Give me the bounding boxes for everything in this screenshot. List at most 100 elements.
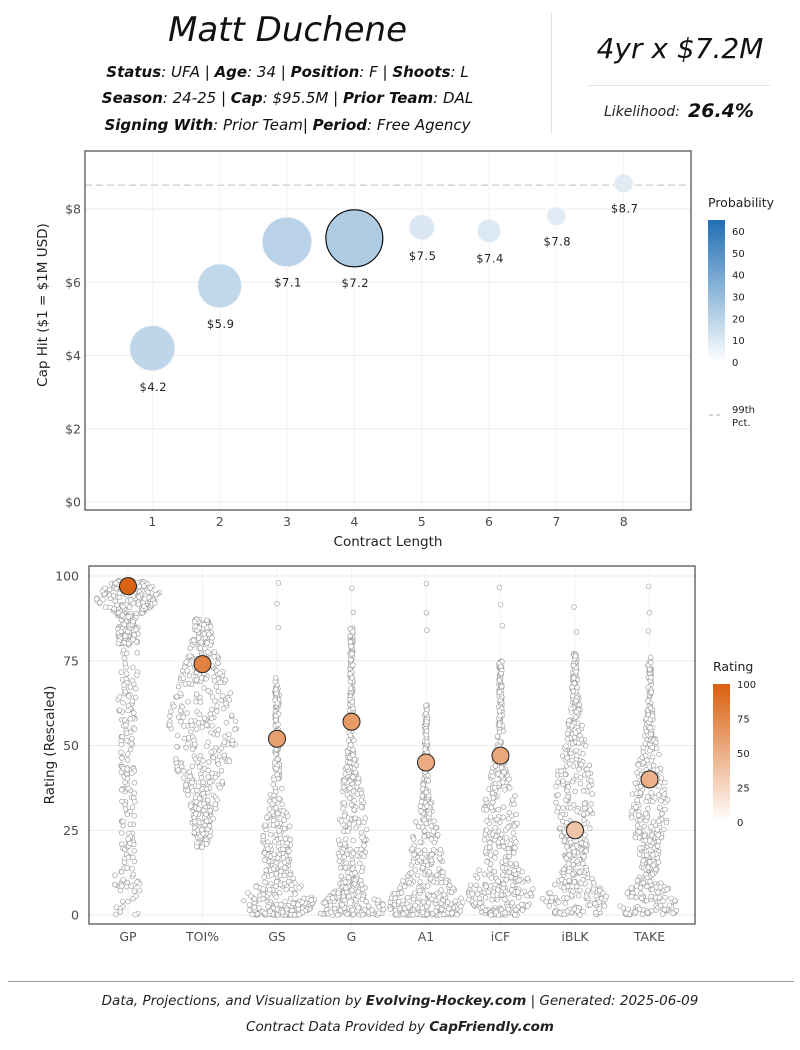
distribution-point xyxy=(484,818,490,824)
distribution-point xyxy=(222,677,229,683)
bubble-label: $7.2 xyxy=(342,276,370,290)
distribution-point xyxy=(569,779,576,785)
distribution-point xyxy=(182,681,189,687)
distribution-point xyxy=(344,828,351,835)
distribution-point xyxy=(355,775,362,782)
distribution-point xyxy=(643,798,649,805)
player-rating-marker xyxy=(193,655,212,674)
distribution-point xyxy=(483,796,489,803)
player-rating-marker xyxy=(417,753,435,772)
distribution-point xyxy=(264,814,270,821)
distribution-point xyxy=(575,892,582,899)
distribution-point xyxy=(668,895,674,902)
distribution-point xyxy=(574,808,580,814)
distribution-point xyxy=(590,886,597,892)
distribution-point xyxy=(200,758,206,764)
distribution-point xyxy=(118,749,124,755)
distribution-point xyxy=(512,912,518,918)
header-divider-vertical xyxy=(551,12,552,134)
footer-credit-site: Evolving-Hockey.com xyxy=(365,993,527,1009)
distribution-point xyxy=(335,837,342,843)
distribution-point xyxy=(205,649,211,655)
distribution-point xyxy=(171,703,177,710)
distribution-point xyxy=(346,893,352,900)
distribution-point xyxy=(592,900,598,907)
distribution-point xyxy=(496,689,503,695)
distribution-point xyxy=(279,909,286,916)
distribution-point xyxy=(501,769,507,775)
distribution-point xyxy=(571,849,577,855)
distribution-point xyxy=(176,714,182,720)
distribution-point xyxy=(639,895,645,901)
distribution-point xyxy=(210,815,216,822)
distribution-point xyxy=(131,710,137,716)
distribution-point xyxy=(205,826,211,833)
distribution-point xyxy=(429,896,435,902)
distribution-point xyxy=(112,872,118,878)
distribution-point xyxy=(659,811,665,817)
distribution-point xyxy=(361,842,367,849)
distribution-point xyxy=(127,716,134,722)
distribution-point xyxy=(123,722,129,728)
x-tick-label: iBLK xyxy=(561,929,589,944)
distribution-point xyxy=(666,902,673,908)
distribution-point xyxy=(336,858,343,864)
distribution-point xyxy=(349,585,355,592)
distribution-point xyxy=(102,585,108,591)
distribution-point xyxy=(502,858,509,864)
distribution-point xyxy=(634,797,640,803)
distribution-point xyxy=(417,803,423,809)
x-tick-label: iCF xyxy=(491,929,510,944)
distribution-point xyxy=(490,795,496,801)
distribution-point xyxy=(519,907,526,913)
distribution-point xyxy=(195,720,202,726)
distribution-point xyxy=(431,839,438,846)
distribution-point xyxy=(571,906,578,912)
distribution-point xyxy=(580,860,586,867)
info-line-status: Status: UFA | Age: 34 | Position: F | Sh… xyxy=(60,63,515,81)
distribution-point xyxy=(124,671,130,677)
distribution-point xyxy=(281,872,288,879)
distribution-point xyxy=(355,819,362,825)
legend-ref-label-1: 99th xyxy=(732,405,755,416)
distribution-point xyxy=(603,893,609,900)
footer-source-site: CapFriendly.com xyxy=(429,1019,554,1035)
distribution-point xyxy=(513,861,519,867)
distribution-point xyxy=(217,670,223,676)
distribution-point xyxy=(664,886,670,893)
distribution-point xyxy=(348,643,354,650)
distribution-point xyxy=(648,790,654,796)
distribution-point xyxy=(215,761,221,767)
distribution-point xyxy=(116,590,123,597)
distribution-point xyxy=(508,887,515,893)
distribution-point xyxy=(349,651,355,657)
distribution-point xyxy=(369,907,375,913)
distribution-point xyxy=(125,785,131,792)
distribution-point xyxy=(660,826,667,833)
legend-tick: 50 xyxy=(737,749,750,760)
distribution-point xyxy=(126,604,133,610)
distribution-point xyxy=(198,774,205,781)
distribution-point xyxy=(181,735,187,742)
distribution-point xyxy=(271,776,277,783)
distribution-point xyxy=(280,808,287,814)
distribution-point xyxy=(508,874,514,880)
distribution-point xyxy=(643,753,649,759)
distribution-point xyxy=(122,806,129,812)
distribution-point xyxy=(124,628,131,635)
distribution-point xyxy=(636,829,642,835)
distribution-point xyxy=(341,778,347,784)
x-tick-label: 1 xyxy=(148,514,156,529)
distribution-point xyxy=(406,879,412,886)
distribution-point xyxy=(223,719,230,726)
bubble-label: $7.8 xyxy=(544,235,572,249)
distribution-point xyxy=(125,751,131,757)
distribution-point xyxy=(131,790,137,796)
bubble-label: $4.2 xyxy=(140,380,168,394)
distribution-point xyxy=(561,884,567,891)
distribution-point xyxy=(488,875,495,881)
player-name: Matt Duchene xyxy=(168,10,407,50)
distribution-point xyxy=(118,869,125,875)
distribution-point xyxy=(473,882,479,889)
distribution-point xyxy=(410,896,417,903)
